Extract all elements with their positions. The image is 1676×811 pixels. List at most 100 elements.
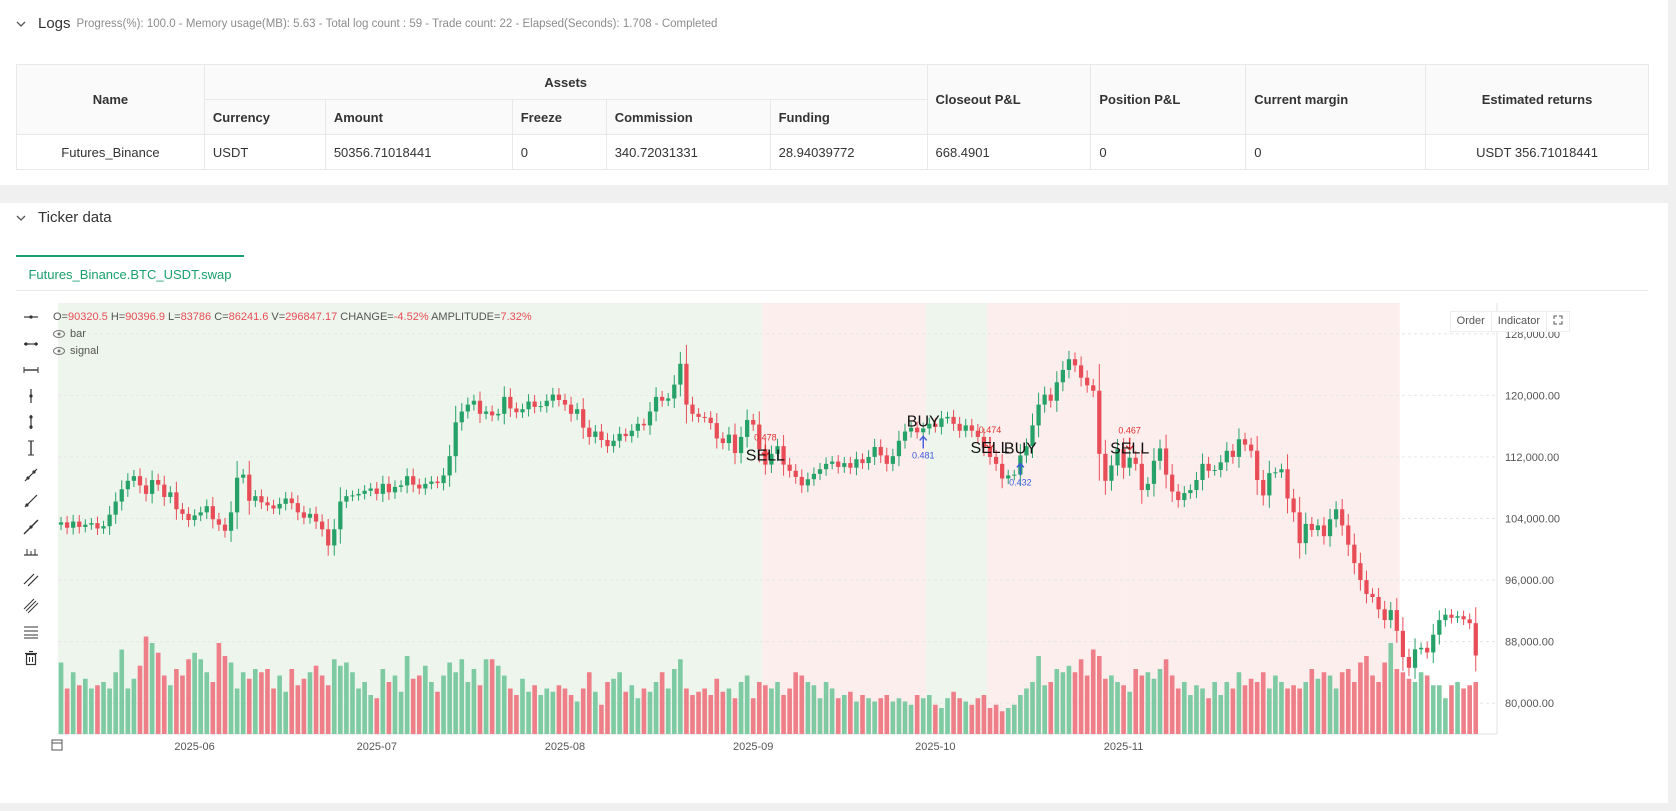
extended-line-tool-icon[interactable] [21,517,41,537]
volume-bar [113,672,118,734]
tab-divider [16,290,1648,291]
series-bar-label: bar [70,328,86,340]
col-name: Name [16,64,205,135]
volume-bar [471,669,477,734]
drawing-toolbar [16,303,46,793]
candle-body [101,526,106,529]
legend-open: 90320.5 [67,311,108,323]
vertical-ray-tool-icon[interactable] [21,386,41,406]
candle-body [1078,365,1084,378]
series-bar-toggle[interactable]: bar [53,328,86,340]
chart-area[interactable]: 128,000.00 120,000.00 112,000.00 104,000.00… [16,303,1648,795]
candle-body [404,476,410,486]
candle-body [453,422,458,457]
cell-position: 0 [1090,134,1247,170]
volume-bar [926,695,932,734]
assets-table: Name Assets Closeout P&L Position P&L Cu… [16,64,1649,170]
volume-bar [775,682,780,734]
candle-body [1218,462,1223,471]
series-signal-toggle[interactable]: signal [53,345,99,357]
horizontal-ray-tool-icon[interactable] [21,334,41,354]
volume-bar [878,698,884,734]
chevron-down-icon[interactable] [16,19,26,29]
candle-body [635,423,640,431]
trash-icon[interactable] [21,648,41,668]
chevron-down-icon[interactable] [16,213,26,223]
volume-bar [1248,678,1254,734]
tab-btc-usdt-swap[interactable]: Futures_Binance.BTC_USDT.swap [16,255,244,291]
fullscreen-button[interactable] [1547,312,1569,331]
volume-bar [319,675,325,734]
horizontal-line-tool-icon[interactable] [21,360,41,380]
candle-body [1012,474,1017,476]
eye-icon[interactable] [53,347,65,355]
volume-bar [732,698,738,734]
volume-bar [1181,682,1187,734]
volume-bar [107,688,112,734]
crosshair-line-tool-icon[interactable] [21,307,41,327]
volume-bar [1267,688,1272,734]
logs-header[interactable]: Logs Progress(%): 100.0 - Memory usage(M… [16,15,717,32]
vertical-segment-tool-icon[interactable] [21,412,41,432]
parallel-channel-tool-icon[interactable] [21,570,41,590]
volume-bar [1273,675,1278,734]
ticker-header[interactable]: Ticker data [16,209,112,226]
volume-bar [477,685,483,734]
volume-bar [1437,685,1442,734]
eye-icon[interactable] [53,330,65,338]
trend-line-tool-icon[interactable] [21,465,41,485]
vertical-line-tool-icon[interactable] [21,438,41,458]
order-button[interactable]: Order [1451,312,1492,331]
candlestick-chart[interactable]: 128,000.00120,000.00112,000.00104,000.00… [44,303,1648,795]
volume-bar [222,656,228,734]
volume-bar [1139,675,1145,734]
candle-body [1467,619,1472,624]
candle-body [338,501,343,530]
volume-bar [805,682,811,734]
volume-bar [1364,656,1369,734]
volume-bar [161,675,167,734]
signal-label: BUY [907,413,940,430]
candle-body [1163,448,1169,475]
volume-bar [265,669,270,734]
volume-bar [465,682,471,734]
volume-bar [860,695,865,734]
volume-bar [155,652,161,734]
volume-bar [823,682,829,734]
candle-body [1224,450,1229,463]
candle-body [216,519,222,525]
pitchfork-tool-icon[interactable] [21,596,41,616]
candle-body [508,396,513,409]
candle-body [1394,610,1399,631]
volume-bar [83,678,88,734]
candle-body [119,489,124,502]
candle-body [1200,463,1205,481]
candle-body [1176,491,1181,501]
price-range-tool-icon[interactable] [21,543,41,563]
ray-line-tool-icon[interactable] [21,491,41,511]
candle-body [660,396,665,401]
candle-body [362,490,367,494]
volume-bar [1352,682,1357,734]
volume-bar [1291,685,1296,734]
candle-body [1340,509,1345,526]
buy-arrow-head [919,435,928,441]
indicator-button[interactable]: Indicator [1492,312,1547,331]
col-currency: Currency [203,99,326,135]
fib-retracement-tool-icon[interactable] [21,622,41,642]
x-tick-label: 2025-11 [1104,741,1144,753]
candle-body [180,509,185,514]
x-tick-label: 2025-07 [357,741,397,753]
volume-bar [1400,672,1406,734]
x-tick-label: 2025-09 [733,741,773,753]
candle-body [1352,544,1357,564]
candle-body [830,461,835,464]
volume-bar [313,665,319,734]
volume-bar [89,688,94,734]
volume-bar [307,672,313,734]
candle-body [927,423,932,429]
calendar-icon[interactable] [51,739,63,751]
candle-body [975,430,980,437]
volume-bar [933,704,938,734]
volume-bar [216,643,222,734]
